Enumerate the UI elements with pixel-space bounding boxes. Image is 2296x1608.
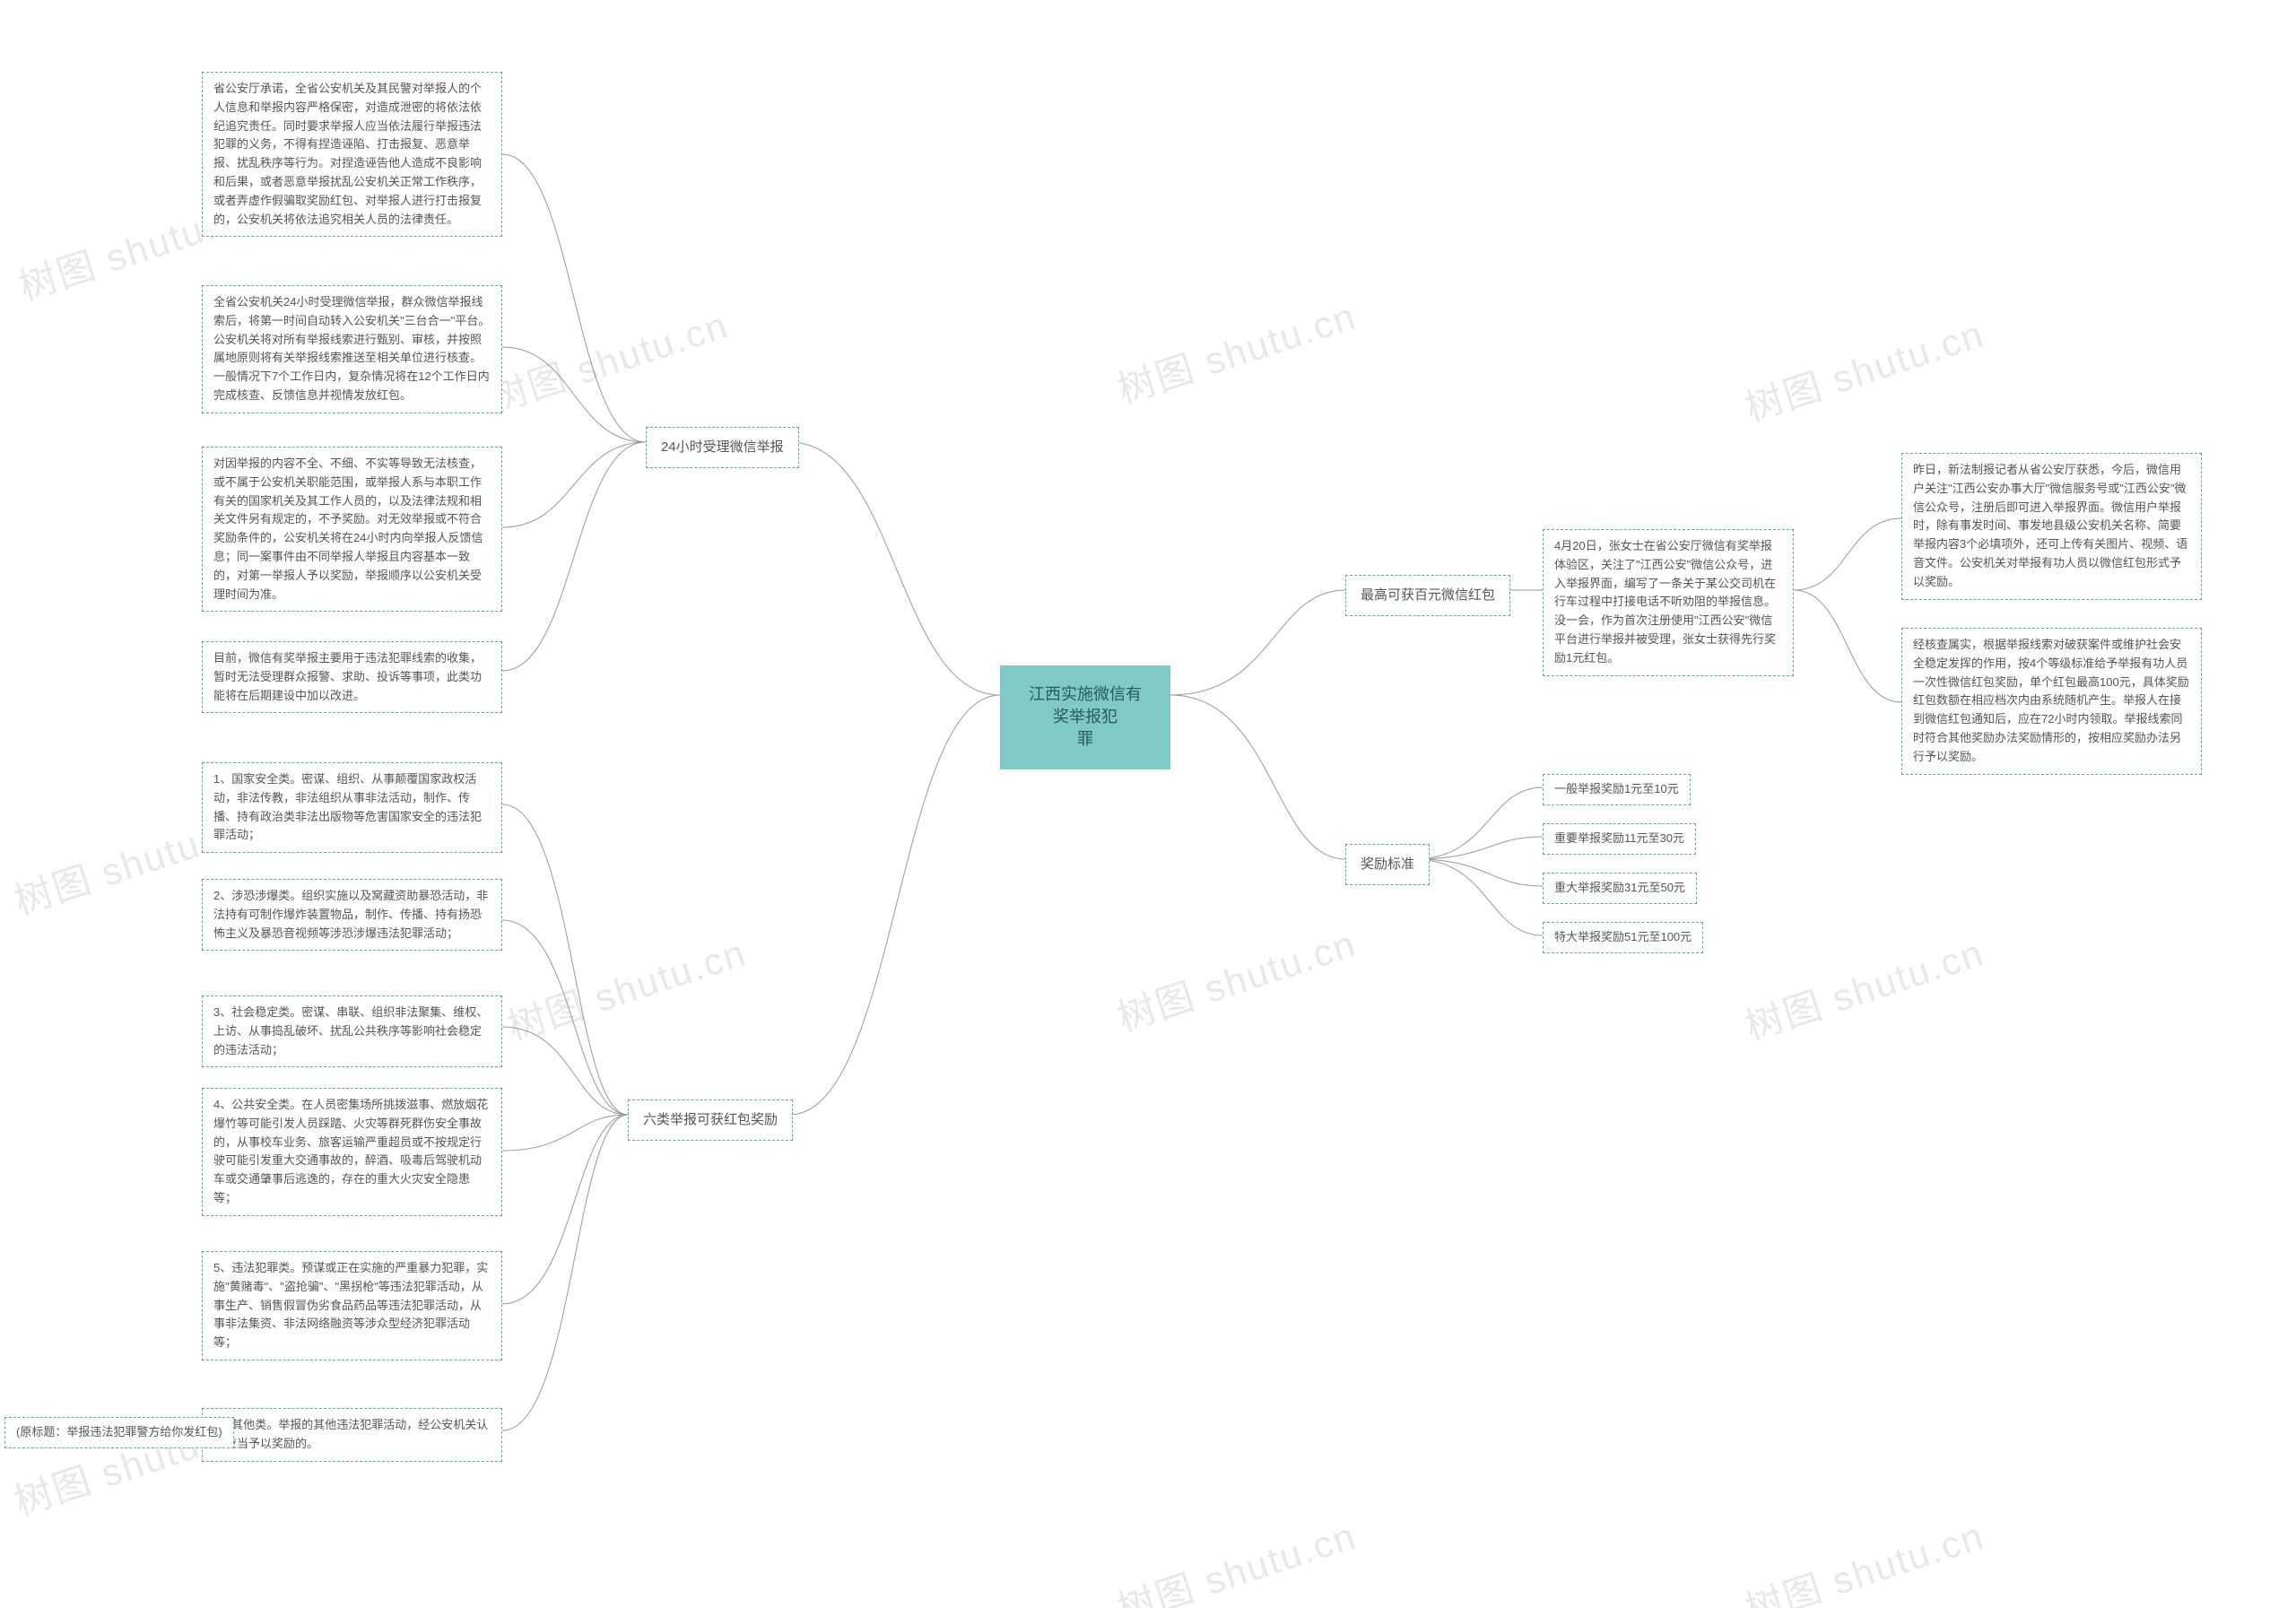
right-b1-intro: 4月20日，张女士在省公安厅微信有奖举报体验区，关注了"江西公安"微信公众号，进… [1543, 529, 1794, 676]
right-b1-item-1: 昨日，新法制报记者从省公安厅获悉，今后，微信用户关注"江西公安办事大厅"微信服务… [1901, 453, 2202, 600]
watermark: 树图 shutu.cn [1109, 914, 1362, 1042]
center-line1: 江西实施微信有奖举报犯 [1029, 685, 1142, 726]
watermark: 树图 shutu.cn [482, 295, 735, 423]
watermark: 树图 shutu.cn [1109, 286, 1362, 414]
left-b2-item-1: 1、国家安全类。密谋、组织、从事颠覆国家政权活动，非法传教，非法组织从事非法活动… [202, 762, 502, 853]
watermark: 树图 shutu.cn [1737, 1506, 1990, 1608]
left-branch-2: 六类举报可获红包奖励 [628, 1100, 793, 1141]
left-b2-item-3: 3、社会稳定类。密谋、串联、组织非法聚集、维权、上访、从事捣乱破坏、扰乱公共秩序… [202, 995, 502, 1067]
left-b2-item-6: 6、其他类。举报的其他违法犯罪活动，经公安机关认定应当予以奖励的。 [202, 1408, 502, 1462]
left-b1-item-1: 省公安厅承诺，全省公安机关及其民警对举报人的个人信息和举报内容严格保密，对造成泄… [202, 72, 502, 237]
right-b2-item-3: 重大举报奖励31元至50元 [1543, 873, 1697, 904]
watermark: 树图 shutu.cn [1109, 1506, 1362, 1608]
center-node: 江西实施微信有奖举报犯 罪 [1000, 665, 1170, 769]
left-b1-item-4: 目前，微信有奖举报主要用于违法犯罪线索的收集，暂时无法受理群众报警、求助、投诉等… [202, 641, 502, 713]
left-branch-1: 24小时受理微信举报 [646, 427, 799, 468]
center-line2: 罪 [1077, 730, 1093, 748]
left-b2-item-2: 2、涉恐涉爆类。组织实施以及窝藏资助暴恐活动，非法持有可制作爆炸装置物品，制作、… [202, 879, 502, 951]
right-branch-1: 最高可获百元微信红包 [1345, 575, 1510, 616]
watermark: 树图 shutu.cn [1737, 304, 1990, 432]
watermark: 树图 shutu.cn [1737, 923, 1990, 1051]
watermark: 树图 shutu.cn [500, 923, 752, 1051]
right-b2-item-2: 重要举报奖励11元至30元 [1543, 823, 1696, 855]
right-b2-item-1: 一般举报奖励1元至10元 [1543, 774, 1691, 805]
right-branch-2: 奖励标准 [1345, 844, 1430, 885]
left-b2-footnote: (原标题：举报违法犯罪警方给你发红包) [4, 1417, 234, 1448]
right-b1-item-2: 经核查属实，根据举报线索对破获案件或维护社会安全稳定发挥的作用，按4个等级标准给… [1901, 628, 2202, 775]
right-b2-item-4: 特大举报奖励51元至100元 [1543, 922, 1703, 953]
left-b2-item-5: 5、违法犯罪类。预谋或正在实施的严重暴力犯罪，实施"黄赌毒"、"盗抢骗"、"黑拐… [202, 1251, 502, 1360]
left-b1-item-3: 对因举报的内容不全、不细、不实等导致无法核查，或不属于公安机关职能范围，或举报人… [202, 447, 502, 612]
left-b2-item-4: 4、公共安全类。在人员密集场所挑拨滋事、燃放烟花爆竹等可能引发人员踩踏、火灾等群… [202, 1088, 502, 1216]
left-b1-item-2: 全省公安机关24小时受理微信举报，群众微信举报线索后，将第一时间自动转入公安机关… [202, 285, 502, 413]
